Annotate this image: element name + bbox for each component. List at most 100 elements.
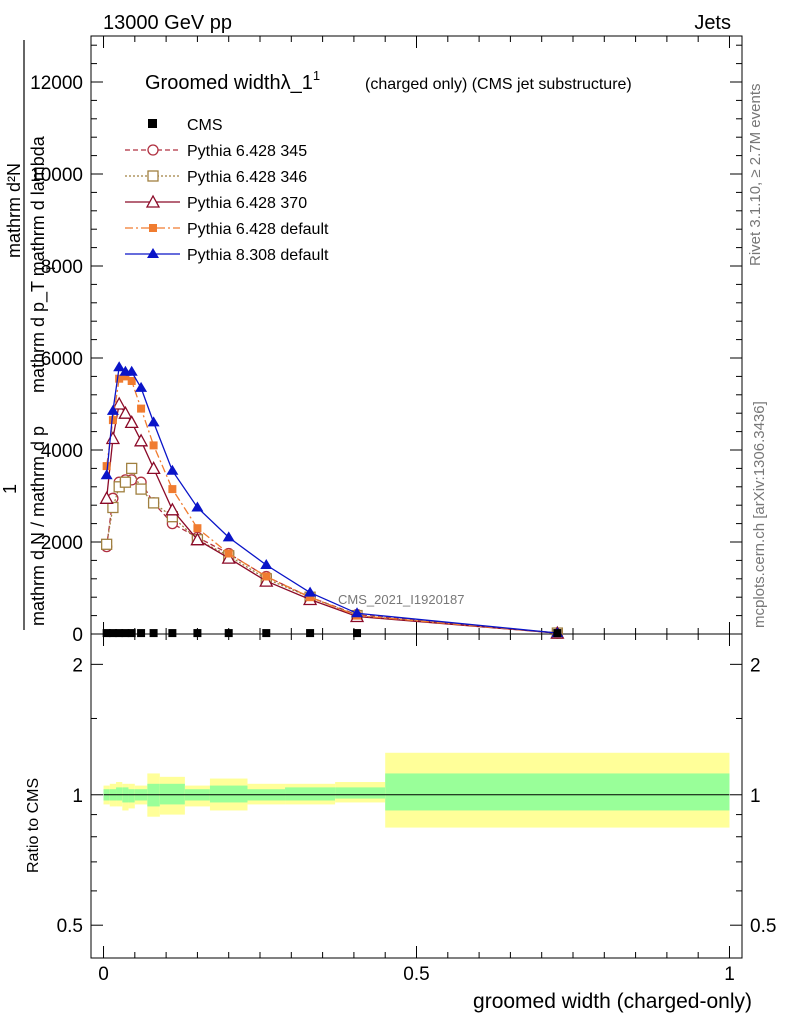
series-point [124, 415, 139, 429]
series-2 [99, 396, 565, 639]
main-ytick-label: 10000 [30, 165, 83, 186]
series-point [102, 462, 111, 471]
series-point [224, 549, 233, 558]
series-point [121, 372, 130, 381]
cms-point [262, 629, 271, 638]
series-line [106, 375, 558, 634]
cms-point [115, 629, 124, 638]
legend-label: Pythia 6.428 345 [187, 143, 307, 160]
ratio-bands [103, 752, 730, 828]
series-point [118, 405, 133, 419]
series-point [304, 586, 317, 597]
legend-marker-cms [148, 119, 157, 128]
legend-label: Pythia 6.428 346 [187, 169, 307, 186]
series-point [306, 593, 315, 602]
main-ytick-label: 12000 [30, 73, 83, 94]
series-point [191, 501, 204, 512]
series-point [165, 502, 180, 516]
series-point [106, 404, 119, 415]
x-tick-label: 0 [98, 964, 109, 985]
main-axes: 0 2000 4000 6000 8000 10000 12000 [30, 36, 742, 646]
cms-point [224, 629, 233, 638]
series-point [351, 607, 364, 618]
cms-point [102, 629, 111, 638]
ratio-ytick-label-right: 1 [750, 786, 761, 807]
series-4 [100, 361, 564, 638]
cms-point [137, 629, 146, 638]
legend-item: Pythia 6.428 370 [125, 194, 307, 212]
cms-point [193, 629, 202, 638]
ratio-green-band-bin [128, 789, 135, 803]
legend-item: Pythia 8.308 default [125, 247, 329, 264]
ratio-ytick-label: 0.5 [57, 916, 83, 937]
series-point [113, 361, 126, 372]
plot-subtitle: (charged only) (CMS jet substructure) [365, 76, 632, 93]
cms-point [108, 629, 117, 638]
ratio-ytick-label: 2 [72, 655, 83, 676]
cms-points [102, 629, 562, 638]
series-point [133, 433, 149, 447]
ylabel-prefix-sub: T [44, 264, 58, 272]
legend-label: Pythia 6.428 370 [187, 195, 307, 212]
series-point [193, 524, 202, 533]
series-point [99, 490, 114, 504]
main-ytick-label: 2000 [41, 533, 83, 554]
series-point [125, 365, 138, 376]
legend-marker [147, 248, 159, 258]
series-point [166, 464, 179, 475]
plot-title-sup: 1 [313, 68, 320, 83]
series-point [126, 462, 138, 475]
ratio-green-band-bin [159, 783, 185, 805]
x-axis-label: groomed width (charged-only) [473, 990, 752, 1013]
cms-point [127, 629, 136, 638]
series-point [112, 396, 127, 410]
series-point [221, 550, 236, 564]
ratio-green-band-bin [285, 787, 336, 801]
series-point [146, 461, 161, 475]
legend-label-cms: CMS [187, 117, 223, 134]
legend-marker [147, 170, 159, 182]
series-point [119, 476, 132, 488]
cms-point [168, 629, 177, 638]
series-line [106, 366, 558, 634]
series-point [147, 497, 160, 509]
series-point [168, 485, 177, 494]
main-y-axis-label: mathrm d²N mathrm d p_T mathrm d lambda … [0, 40, 58, 630]
main-ytick-label: 4000 [41, 441, 83, 462]
legend-marker [149, 224, 157, 232]
series-point [108, 416, 117, 425]
ratio-ytick-label-right: 0.5 [750, 916, 776, 937]
cms-point [306, 629, 315, 638]
legend-label: Pythia 8.308 default [187, 247, 329, 264]
series-point [147, 416, 160, 427]
ratio-green-band-bin [335, 787, 386, 799]
ratio-ytick-label: 1 [72, 786, 83, 807]
ylabel-denominator: mathrm d p_T mathrm d lambda [28, 135, 49, 393]
plot-title: Groomed widthλ_11 [145, 68, 320, 94]
rivet-label: Rivet 3.1.10, ≥ 2.7M events [747, 84, 764, 267]
ratio-ytick-label-right: 2 [750, 655, 761, 676]
series-point [115, 374, 124, 383]
legend-marker [147, 144, 159, 156]
series-point [105, 431, 121, 445]
main-ytick-label: 8000 [41, 257, 83, 278]
ratio-axes: 0.5 0.5 1 1 2 2 0 0.5 1 [57, 634, 776, 985]
series-point [127, 377, 136, 385]
series-point [100, 469, 113, 480]
series-point [135, 483, 147, 495]
series-line [106, 479, 558, 634]
legend-item: Pythia 6.428 345 [125, 143, 307, 160]
series-point [135, 381, 148, 392]
series-point [100, 538, 113, 550]
ratio-y-axis-label: Ratio to CMS [25, 778, 42, 873]
ylabel-prefix-mid: mathrm d N / mathrm d p [28, 426, 48, 626]
ylabel-numerator: mathrm d²N [4, 163, 24, 258]
legend: CMS Pythia 6.428 345 Pythia 6.428 346 Pythi… [125, 117, 329, 264]
series-0 [100, 474, 563, 639]
series-point [259, 573, 274, 587]
ylabel-prefix-one: 1 [0, 484, 20, 494]
cms-point [121, 629, 130, 638]
header-left: 13000 GeV pp [103, 12, 232, 34]
